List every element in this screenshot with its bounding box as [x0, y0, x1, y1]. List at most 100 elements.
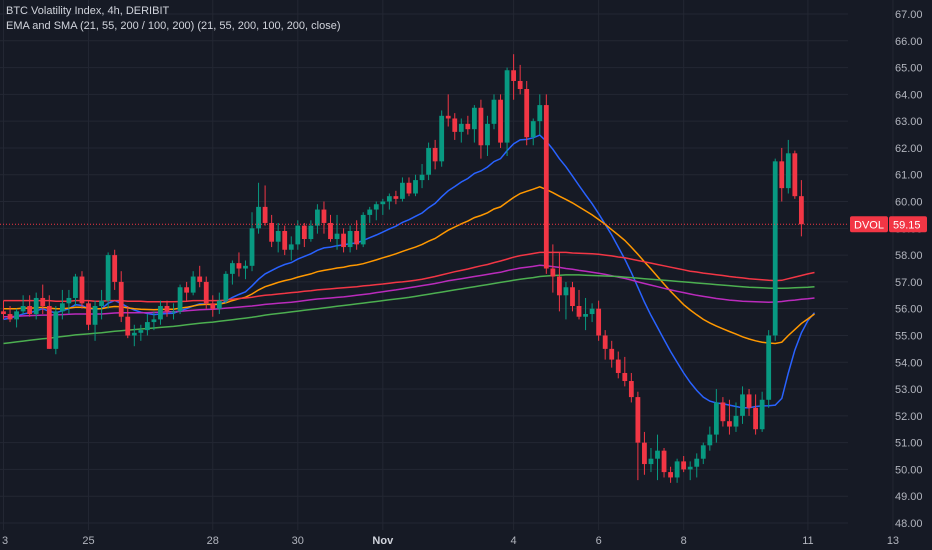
- candle-down: [203, 276, 209, 309]
- candle-body: [243, 265, 248, 269]
- candle-down: [511, 54, 517, 100]
- candle-body: [177, 287, 183, 312]
- candle-body: [151, 319, 157, 323]
- candle-body: [197, 276, 203, 282]
- y-tick-label: 63.00: [895, 116, 923, 128]
- candle-body: [301, 225, 307, 240]
- candle-body: [210, 303, 216, 309]
- y-tick-label: 65.00: [895, 63, 923, 75]
- candle-body: [341, 233, 346, 248]
- candle-body: [498, 99, 503, 143]
- y-tick-label: 53.00: [895, 384, 923, 396]
- candle-body: [504, 70, 510, 143]
- candle-body: [452, 118, 458, 132]
- candle-body: [733, 415, 739, 427]
- candle-body: [328, 222, 333, 240]
- candle-up: [243, 260, 248, 280]
- price-tag: DVOL 59.15: [850, 216, 927, 233]
- candle-body: [125, 316, 131, 336]
- indicator-title[interactable]: EMA and SMA (21, 55, 200 / 100, 200) (21…: [6, 20, 341, 32]
- candle-body: [648, 458, 654, 465]
- series-line-sma-100: [3, 264, 815, 318]
- indicator-lines: [3, 134, 816, 409]
- candle-down: [112, 249, 118, 290]
- price-tag-label: DVOL: [854, 219, 884, 231]
- candle-down: [557, 252, 562, 312]
- candle-up: [14, 308, 19, 328]
- candle-body: [92, 306, 98, 325]
- y-tick-label: 62.00: [895, 143, 923, 155]
- x-tick-label: 11: [802, 535, 813, 547]
- candle-up: [105, 252, 111, 309]
- candle-body: [727, 421, 732, 427]
- candle-body: [583, 314, 588, 317]
- candle-body: [275, 230, 281, 242]
- candle-up: [131, 324, 137, 347]
- y-tick-label: 49.00: [895, 491, 923, 503]
- candle-body: [203, 281, 209, 304]
- symbol-title[interactable]: BTC Volatility Index, 4h, DERIBIT: [6, 5, 170, 17]
- candle-down: [753, 394, 758, 435]
- candle-body: [622, 372, 628, 382]
- candle-body: [740, 394, 745, 416]
- candle-body: [406, 182, 412, 194]
- time-axis[interactable]: 3 25 28 30 Nov 4 6 8 11 13: [2, 535, 899, 547]
- candle-up: [367, 206, 373, 223]
- candle-body: [602, 335, 608, 349]
- candle-body: [105, 255, 111, 301]
- candle-down: [681, 456, 687, 473]
- candle-body: [249, 228, 255, 266]
- y-tick-label: 58.00: [895, 250, 923, 262]
- candle-up: [256, 182, 261, 234]
- candle-down: [406, 177, 412, 197]
- candle-down: [628, 372, 634, 403]
- candle-body: [360, 214, 366, 245]
- candle-body: [458, 123, 464, 132]
- candle-up: [380, 198, 386, 215]
- candle-up: [413, 174, 418, 197]
- candle-up: [230, 260, 235, 285]
- candle-body: [694, 458, 700, 467]
- candle-body: [635, 397, 641, 443]
- candle-up: [73, 273, 78, 307]
- price-axis[interactable]: 48.00 49.00 50.00 51.00 52.00 53.00 54.00 55.00…: [895, 9, 923, 530]
- candle-body: [596, 308, 602, 336]
- candle-body: [86, 303, 91, 325]
- candle-body: [426, 147, 431, 175]
- candle-up: [563, 281, 569, 320]
- chart-legend: BTC Volatility Index, 4h, DERIBIT EMA an…: [6, 4, 341, 34]
- candle-up: [171, 303, 176, 320]
- candle-down: [602, 330, 608, 360]
- candle-down: [210, 295, 216, 317]
- candle-body: [46, 306, 52, 349]
- candle-body: [400, 182, 405, 199]
- candle-up: [485, 115, 490, 156]
- candle-body: [615, 359, 621, 373]
- candle-up: [400, 177, 405, 202]
- candle-body: [798, 196, 804, 225]
- candle-up: [360, 212, 366, 248]
- candle-up: [347, 225, 353, 253]
- x-tick-label: 4: [511, 535, 517, 547]
- candle-body: [262, 206, 268, 223]
- candle-body: [700, 445, 706, 459]
- candle-body: [511, 70, 517, 81]
- candle-body: [256, 206, 261, 229]
- candle-body: [674, 461, 680, 478]
- candle-up: [20, 295, 26, 315]
- candle-down: [576, 289, 582, 320]
- x-tick-label: 25: [82, 535, 94, 547]
- candle-body: [53, 311, 59, 349]
- candle-body: [27, 306, 33, 315]
- y-tick-label: 55.00: [895, 330, 923, 342]
- candle-down: [498, 94, 503, 148]
- candle-down: [328, 214, 333, 242]
- candle-body: [746, 394, 752, 408]
- candle-body: [321, 209, 327, 223]
- candle-body: [792, 153, 798, 197]
- candle-body: [570, 287, 575, 307]
- candle-body: [576, 306, 582, 317]
- candle-up: [713, 389, 719, 443]
- y-tick-label: 52.00: [895, 411, 923, 423]
